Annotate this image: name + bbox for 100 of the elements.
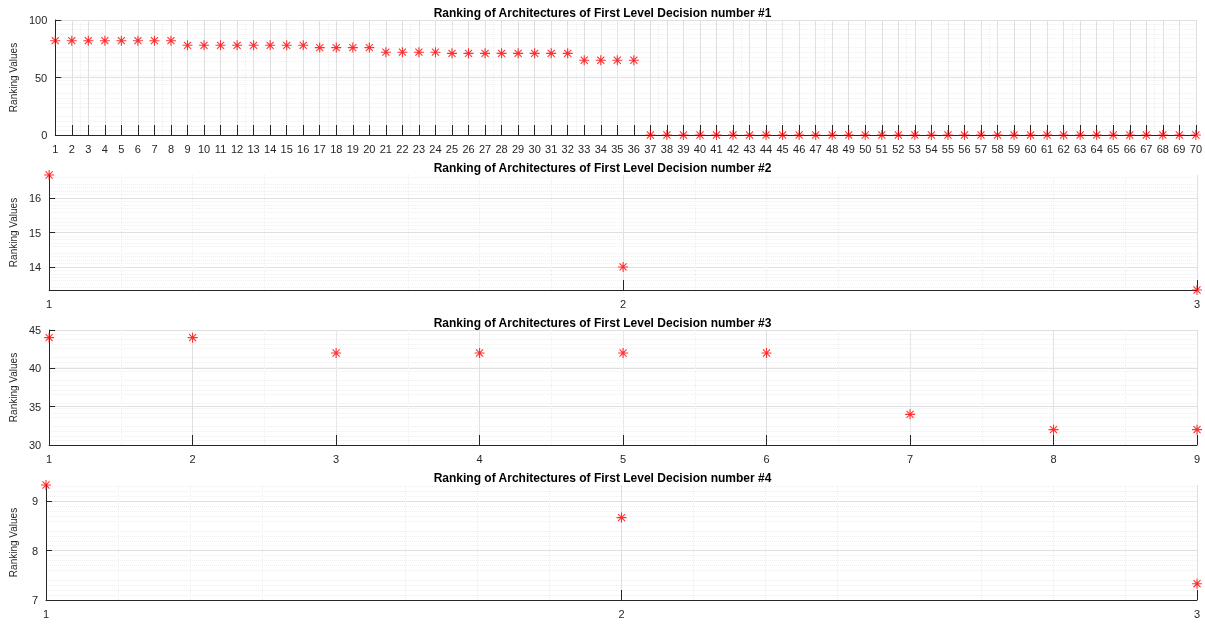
y-tick-label: 100 <box>28 14 48 26</box>
x-tick-label: 45 <box>776 142 789 155</box>
x-tick-label: 66 <box>1123 142 1136 155</box>
x-tick-label: 23 <box>412 142 426 155</box>
point <box>1192 285 1202 295</box>
x-tick-label: 2 <box>618 607 625 620</box>
x-tick-label: 4 <box>101 142 108 155</box>
x-tick-label: 2 <box>189 452 196 465</box>
x-tick-label: 68 <box>1156 142 1169 155</box>
x-tick-label: 26 <box>462 142 475 155</box>
x-tick-label: 30 <box>528 142 541 155</box>
x-tick-label: 20 <box>363 142 376 155</box>
x-tick-label: 8 <box>1050 452 1057 465</box>
x-tick-label: 10 <box>197 142 211 155</box>
x-tick-label: 52 <box>892 142 905 155</box>
x-tick-label: 57 <box>974 142 988 155</box>
y-tick-label: 16 <box>28 192 42 205</box>
x-tick-label: 41 <box>710 142 723 155</box>
x-tick-label: 38 <box>660 142 674 155</box>
x-tick-label: 22 <box>396 142 409 155</box>
chart-title: Ranking of Architectures of First Level Decision number #2 <box>433 161 772 175</box>
x-tick-label: 39 <box>677 142 690 155</box>
x-tick-label: 3 <box>1193 297 1201 310</box>
x-tick-label: 36 <box>627 142 640 155</box>
x-tick-label: 37 <box>644 142 657 155</box>
x-tick-label: 51 <box>875 142 888 155</box>
x-tick-label: 33 <box>578 142 591 155</box>
x-tick-label: 1 <box>46 297 53 310</box>
x-tick-label: 15 <box>280 142 293 155</box>
x-tick-label: 59 <box>1007 142 1021 155</box>
x-tick-label: 1 <box>52 142 59 155</box>
x-tick-label: 14 <box>264 142 277 155</box>
x-tick-label: 6 <box>763 452 770 465</box>
y-tick-label: 9 <box>31 495 38 508</box>
point <box>761 348 772 358</box>
x-tick-label: 60 <box>1024 142 1037 155</box>
x-tick-label: 42 <box>726 142 740 155</box>
y-axis-title: Ranking Values <box>7 197 19 268</box>
y-axis-title: Ranking Values <box>7 507 19 578</box>
x-tick-label: 67 <box>1140 142 1153 155</box>
x-tick-label: 24 <box>429 142 442 155</box>
x-tick-label: 29 <box>511 142 525 155</box>
x-tick-label: 28 <box>495 142 508 155</box>
x-tick-label: 53 <box>908 142 921 155</box>
x-tick-label: 43 <box>743 142 756 155</box>
y-tick-label: 7 <box>31 594 38 606</box>
x-tick-label: 18 <box>330 142 343 155</box>
x-tick-label: 1 <box>46 452 53 465</box>
x-tick-label: 13 <box>247 142 260 155</box>
x-tick-label: 8 <box>167 142 175 155</box>
x-tick-label: 6 <box>134 142 141 155</box>
x-tick-label: 7 <box>151 142 158 155</box>
x-tick-label: 5 <box>620 452 627 465</box>
y-tick-label: 8 <box>31 544 38 557</box>
chart-title: Ranking of Architectures of First Level Decision number #1 <box>433 6 772 20</box>
x-tick-label: 5 <box>118 142 125 155</box>
x-tick-label: 40 <box>693 142 707 155</box>
x-tick-label: 12 <box>230 142 244 155</box>
y-tick-label: 14 <box>28 260 42 273</box>
y-axis-title: Ranking Values <box>7 42 19 113</box>
x-tick-label: 16 <box>297 142 310 155</box>
x-tick-label: 32 <box>561 142 574 155</box>
y-tick-label: 50 <box>35 71 48 84</box>
point <box>1192 578 1202 589</box>
x-tick-label: 56 <box>958 142 971 155</box>
y-tick-label: 0 <box>41 129 48 141</box>
x-tick-label: 3 <box>333 452 340 465</box>
x-tick-label: 49 <box>842 142 855 155</box>
x-tick-label: 31 <box>545 142 558 155</box>
x-tick-label: 62 <box>1057 142 1070 155</box>
x-tick-label: 69 <box>1173 142 1186 155</box>
point <box>44 170 55 180</box>
x-tick-label: 11 <box>214 142 227 155</box>
x-tick-label: 54 <box>925 142 938 155</box>
x-tick-label: 50 <box>859 142 872 155</box>
x-tick-label: 9 <box>1193 452 1201 465</box>
x-tick-label: 48 <box>826 142 839 155</box>
x-tick-label: 61 <box>1040 142 1054 155</box>
y-tick-label: 40 <box>28 362 42 375</box>
x-tick-label: 3 <box>1193 607 1201 620</box>
x-tick-label: 65 <box>1107 142 1120 155</box>
y-tick-label: 45 <box>28 324 42 336</box>
x-tick-label: 7 <box>906 452 914 465</box>
point <box>618 348 629 358</box>
x-tick-label: 70 <box>1189 142 1203 155</box>
x-tick-label: 21 <box>379 142 392 155</box>
x-tick-label: 19 <box>346 142 359 155</box>
x-tick-label: 55 <box>941 142 955 155</box>
x-tick-label: 63 <box>1074 142 1087 155</box>
x-tick-label: 44 <box>759 142 773 155</box>
x-tick-label: 34 <box>594 142 607 155</box>
point <box>905 409 916 420</box>
x-tick-label: 2 <box>68 142 75 155</box>
x-tick-label: 46 <box>793 142 806 155</box>
x-tick-label: 58 <box>991 142 1004 155</box>
point <box>474 348 485 358</box>
x-tick-label: 1 <box>42 607 50 620</box>
y-tick-label: 35 <box>28 400 42 413</box>
x-tick-label: 3 <box>85 142 92 155</box>
x-tick-label: 9 <box>184 142 191 155</box>
